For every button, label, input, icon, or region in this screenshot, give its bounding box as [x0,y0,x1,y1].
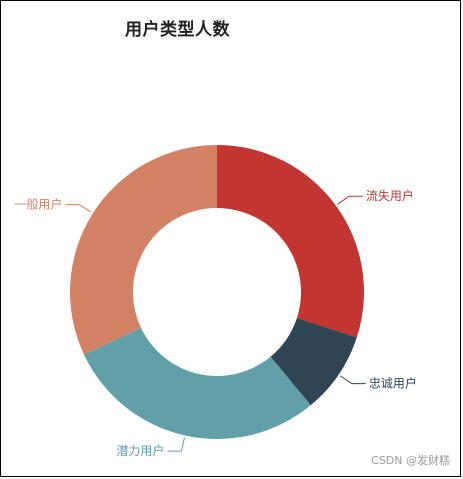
slice-label-1: 流失用户 [366,188,414,203]
leader-line-4 [65,204,92,213]
leader-line-2 [339,375,366,385]
slice-1[interactable] [217,145,364,338]
leader-line-3 [167,437,185,452]
slice-3[interactable] [83,327,311,439]
watermark: CSDN @发财糕 [371,454,450,467]
slice-2[interactable] [270,317,357,406]
slice-label-4: 一般用户 [14,197,62,212]
slice-4[interactable] [69,145,217,355]
leader-line-1 [337,195,363,205]
chart-title: 用户类型人数 [125,20,230,40]
slice-label-2: 忠诚用户 [369,376,417,391]
slice-label-3: 潜力用户 [116,443,164,458]
